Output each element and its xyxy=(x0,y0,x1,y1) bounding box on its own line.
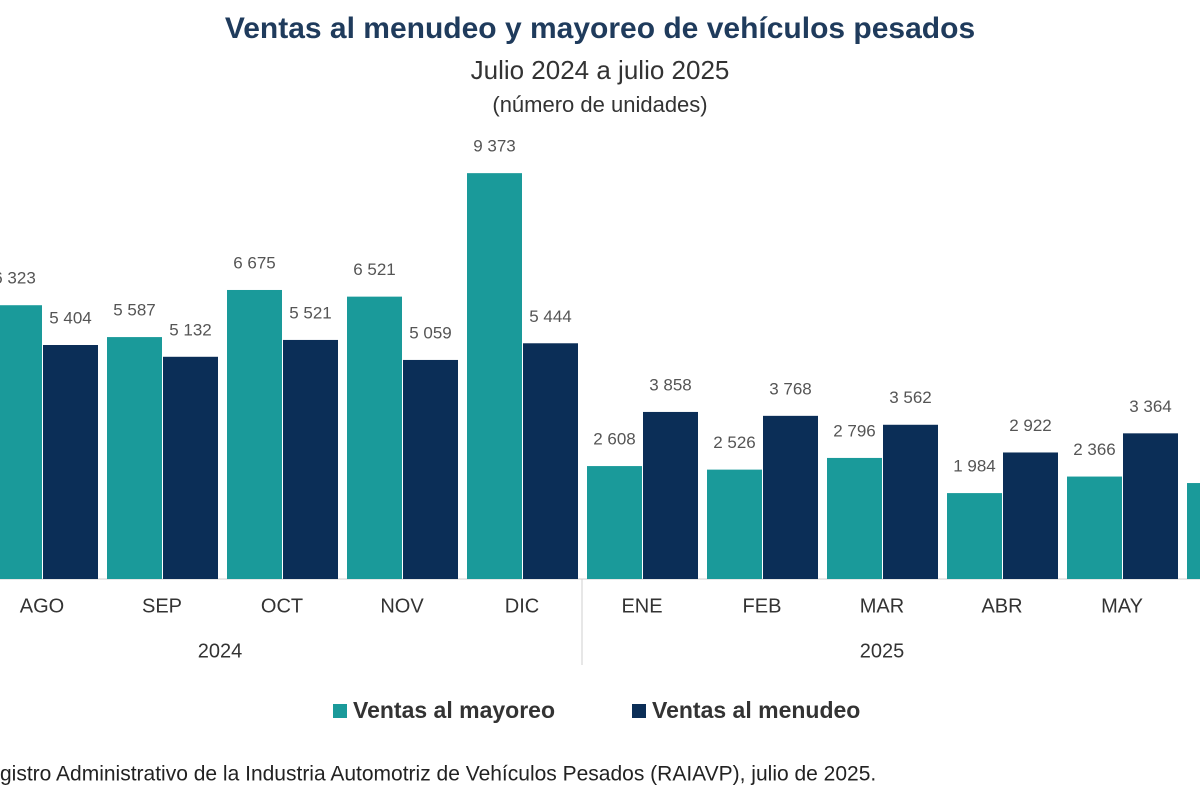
bar xyxy=(1187,483,1200,579)
bar xyxy=(827,457,882,579)
value-label: 5 444 xyxy=(529,307,572,326)
bar xyxy=(883,424,938,579)
value-label: 6 521 xyxy=(353,260,396,279)
chart-title: Ventas al menudeo y mayoreo de vehículos… xyxy=(225,12,975,45)
legend-label: Ventas al menudeo xyxy=(652,697,860,723)
value-label: 3 562 xyxy=(889,388,932,407)
bar xyxy=(947,493,1002,579)
bar xyxy=(763,415,818,579)
bar xyxy=(1067,476,1122,579)
unit-note: (número de unidades) xyxy=(492,92,707,117)
bar xyxy=(467,173,522,579)
value-label: 5 404 xyxy=(49,308,92,327)
x-tick-label: OCT xyxy=(261,595,303,617)
x-tick-label: FEB xyxy=(743,595,782,617)
x-tick-label: SEP xyxy=(142,595,182,617)
value-label: 2 366 xyxy=(1073,440,1116,459)
x-tick-label: MAR xyxy=(860,595,904,617)
x-tick-label: MAY xyxy=(1101,595,1143,617)
value-label: 5 587 xyxy=(113,301,156,320)
bar xyxy=(43,345,98,579)
bar xyxy=(283,339,338,579)
bar xyxy=(707,469,762,579)
value-label: 3 768 xyxy=(769,379,812,398)
year-label: 2025 xyxy=(860,640,905,662)
year-label: 2024 xyxy=(198,640,243,662)
bar xyxy=(1123,433,1178,579)
value-label: 2 526 xyxy=(713,433,756,452)
x-tick-label: ABR xyxy=(981,595,1022,617)
bar xyxy=(163,356,218,579)
chart-subtitle: Julio 2024 a julio 2025 xyxy=(471,55,730,85)
x-tick-label: DIC xyxy=(505,595,539,617)
bar xyxy=(403,359,458,579)
value-label: 2 796 xyxy=(833,421,876,440)
value-label: 9 373 xyxy=(473,137,516,156)
bar xyxy=(347,296,402,579)
x-tick-label: ENE xyxy=(621,595,662,617)
bar xyxy=(587,466,642,579)
bar xyxy=(0,305,42,579)
value-label: 1 984 xyxy=(953,457,996,476)
legend-label: Ventas al mayoreo xyxy=(353,697,555,723)
bar xyxy=(107,337,162,579)
value-label: 6 675 xyxy=(233,253,276,272)
bar xyxy=(227,289,282,579)
legend-swatch xyxy=(632,704,646,718)
value-label: 2 608 xyxy=(593,430,636,449)
bar xyxy=(643,411,698,579)
value-label: 3 858 xyxy=(649,375,692,394)
bar xyxy=(1003,452,1058,579)
x-tick-label: NOV xyxy=(380,595,424,617)
legend-swatch xyxy=(333,704,347,718)
value-label: 5 059 xyxy=(409,323,452,342)
value-label: 3 364 xyxy=(1129,397,1172,416)
source-note: gistro Administrativo de la Industria Au… xyxy=(0,763,876,786)
x-tick-label: AGO xyxy=(20,595,64,617)
value-label: 5 521 xyxy=(289,303,332,322)
value-label: 2 922 xyxy=(1009,416,1052,435)
bar xyxy=(523,343,578,579)
value-label: 5 132 xyxy=(169,320,212,339)
value-label: 6 323 xyxy=(0,269,36,288)
